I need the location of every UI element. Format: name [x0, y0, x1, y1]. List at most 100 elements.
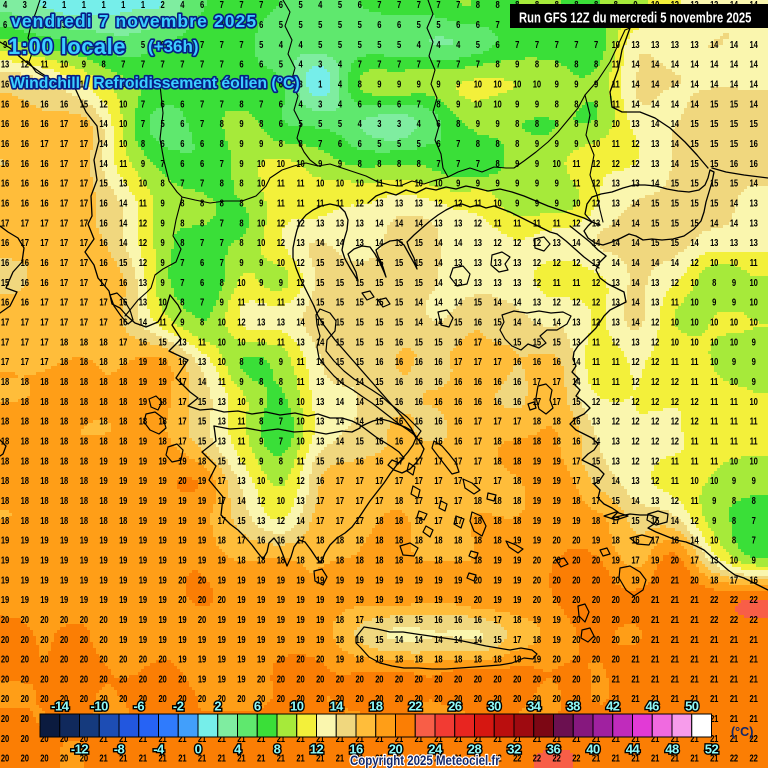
svg-text:10: 10 — [690, 297, 698, 308]
svg-text:16: 16 — [750, 158, 758, 169]
svg-text:10: 10 — [572, 197, 580, 208]
svg-text:6: 6 — [180, 138, 184, 149]
svg-text:18: 18 — [198, 455, 206, 466]
svg-text:20: 20 — [1, 634, 9, 645]
svg-text:19: 19 — [40, 554, 48, 565]
svg-text:17: 17 — [454, 515, 462, 526]
svg-text:13: 13 — [139, 297, 147, 308]
svg-text:18: 18 — [395, 515, 403, 526]
svg-text:12: 12 — [651, 435, 659, 446]
svg-text:8: 8 — [594, 59, 598, 70]
svg-text:8: 8 — [574, 118, 578, 129]
svg-text:17: 17 — [336, 515, 344, 526]
svg-text:17: 17 — [40, 237, 48, 248]
svg-text:7: 7 — [377, 0, 381, 10]
svg-text:15: 15 — [336, 356, 344, 367]
svg-text:17: 17 — [21, 217, 29, 228]
svg-text:14: 14 — [493, 297, 501, 308]
svg-text:14: 14 — [572, 376, 580, 387]
svg-text:9: 9 — [555, 197, 559, 208]
svg-text:17: 17 — [218, 515, 226, 526]
svg-text:19: 19 — [139, 455, 147, 466]
svg-text:11: 11 — [238, 416, 246, 427]
svg-text:4: 4 — [279, 39, 283, 50]
svg-text:20: 20 — [572, 554, 580, 565]
svg-text:6: 6 — [436, 138, 440, 149]
svg-text:5: 5 — [338, 39, 342, 50]
svg-text:13: 13 — [631, 118, 639, 129]
svg-text:8: 8 — [220, 138, 224, 149]
svg-text:19: 19 — [375, 594, 383, 605]
svg-text:18: 18 — [99, 356, 107, 367]
svg-text:13: 13 — [730, 237, 738, 248]
svg-text:16: 16 — [99, 217, 107, 228]
svg-text:13: 13 — [651, 158, 659, 169]
svg-text:12: 12 — [651, 396, 659, 407]
svg-text:14: 14 — [356, 376, 364, 387]
svg-text:19: 19 — [336, 574, 344, 585]
svg-text:19: 19 — [158, 495, 166, 506]
svg-text:19: 19 — [198, 535, 206, 546]
svg-text:8: 8 — [417, 158, 421, 169]
svg-text:18: 18 — [158, 435, 166, 446]
svg-text:15: 15 — [651, 217, 659, 228]
svg-text:13: 13 — [356, 237, 364, 248]
svg-text:8: 8 — [732, 495, 736, 506]
svg-text:15: 15 — [690, 158, 698, 169]
svg-text:18: 18 — [454, 535, 462, 546]
svg-text:11: 11 — [572, 178, 580, 189]
svg-text:18: 18 — [533, 435, 541, 446]
svg-text:19: 19 — [60, 554, 68, 565]
svg-text:17: 17 — [533, 396, 541, 407]
svg-text:13: 13 — [493, 277, 501, 288]
svg-text:5: 5 — [338, 0, 342, 10]
svg-text:19: 19 — [158, 554, 166, 565]
svg-text:19: 19 — [60, 574, 68, 585]
svg-text:11: 11 — [691, 356, 699, 367]
svg-text:14: 14 — [356, 396, 364, 407]
svg-text:17: 17 — [434, 515, 442, 526]
svg-text:7: 7 — [180, 178, 184, 189]
svg-text:3: 3 — [318, 59, 322, 70]
svg-text:19: 19 — [237, 614, 245, 625]
svg-text:15: 15 — [395, 277, 403, 288]
svg-text:12: 12 — [631, 376, 639, 387]
svg-text:19: 19 — [336, 594, 344, 605]
svg-text:14: 14 — [434, 277, 442, 288]
svg-text:5: 5 — [298, 19, 302, 30]
svg-text:13: 13 — [750, 237, 758, 248]
svg-text:17: 17 — [474, 475, 482, 486]
svg-text:7: 7 — [180, 59, 184, 70]
svg-text:20: 20 — [572, 634, 580, 645]
svg-text:9: 9 — [220, 297, 224, 308]
svg-text:7: 7 — [318, 138, 322, 149]
svg-text:10: 10 — [750, 455, 758, 466]
svg-text:13: 13 — [612, 435, 620, 446]
svg-text:18: 18 — [513, 435, 521, 446]
svg-text:10: 10 — [730, 455, 738, 466]
svg-text:7: 7 — [259, 0, 263, 10]
svg-text:15: 15 — [375, 277, 383, 288]
svg-text:11: 11 — [691, 455, 699, 466]
svg-text:13: 13 — [572, 336, 580, 347]
svg-text:8: 8 — [495, 59, 499, 70]
svg-text:8: 8 — [298, 138, 302, 149]
svg-text:15: 15 — [375, 634, 383, 645]
svg-text:15: 15 — [493, 634, 501, 645]
svg-text:19: 19 — [257, 574, 265, 585]
svg-text:10: 10 — [710, 475, 718, 486]
svg-text:15: 15 — [651, 237, 659, 248]
svg-text:1: 1 — [121, 0, 125, 10]
svg-text:13: 13 — [592, 416, 600, 427]
svg-text:11: 11 — [474, 197, 482, 208]
svg-text:18: 18 — [513, 475, 521, 486]
svg-text:7: 7 — [200, 98, 204, 109]
svg-text:13: 13 — [316, 416, 324, 427]
svg-text:15: 15 — [356, 336, 364, 347]
svg-text:17: 17 — [730, 574, 738, 585]
svg-text:17: 17 — [60, 316, 68, 327]
svg-text:12: 12 — [612, 336, 620, 347]
svg-text:11: 11 — [691, 376, 699, 387]
svg-text:19: 19 — [533, 495, 541, 506]
svg-text:8: 8 — [259, 396, 263, 407]
